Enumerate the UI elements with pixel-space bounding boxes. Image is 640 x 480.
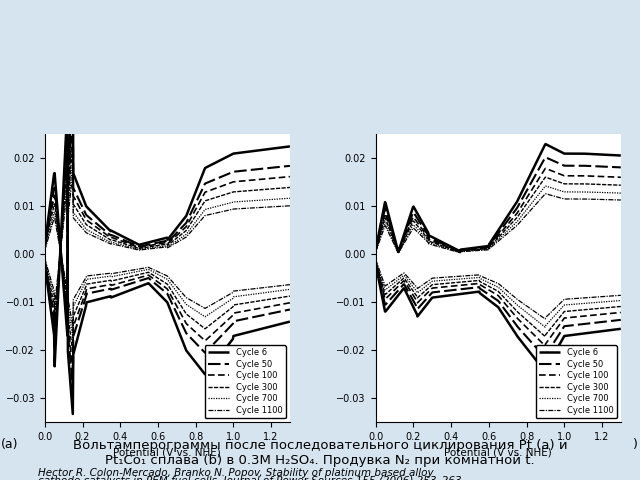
X-axis label: Potential (V vs. NHE): Potential (V vs. NHE)	[444, 448, 552, 457]
Text: cathode catalysts in PEM fuel cells, Journal of Power Sources 155 (2006) 253–263: cathode catalysts in PEM fuel cells, Jou…	[38, 476, 462, 480]
Text: ): )	[633, 438, 638, 451]
X-axis label: Potential (V vs. NHE): Potential (V vs. NHE)	[113, 448, 221, 457]
Text: Вольтамперограммы после последовательного циклирования Pt (a) и: Вольтамперограммы после последовательног…	[73, 439, 567, 452]
Legend: Cycle 6, Cycle 50, Cycle 100, Cycle 300, Cycle 700, Cycle 1100: Cycle 6, Cycle 50, Cycle 100, Cycle 300,…	[205, 345, 285, 418]
Text: (a): (a)	[1, 438, 18, 451]
Text: Pt₁Co₁ сплава (b) в 0.3М H₂SO₄. Продувка N₂ при комнатной t.: Pt₁Co₁ сплава (b) в 0.3М H₂SO₄. Продувка…	[105, 454, 535, 467]
Legend: Cycle 6, Cycle 50, Cycle 100, Cycle 300, Cycle 700, Cycle 1100: Cycle 6, Cycle 50, Cycle 100, Cycle 300,…	[536, 345, 616, 418]
Text: Hector R. Colon-Mercado, Branko N. Popov, Stability of platinum based alloy: Hector R. Colon-Mercado, Branko N. Popov…	[38, 468, 434, 478]
